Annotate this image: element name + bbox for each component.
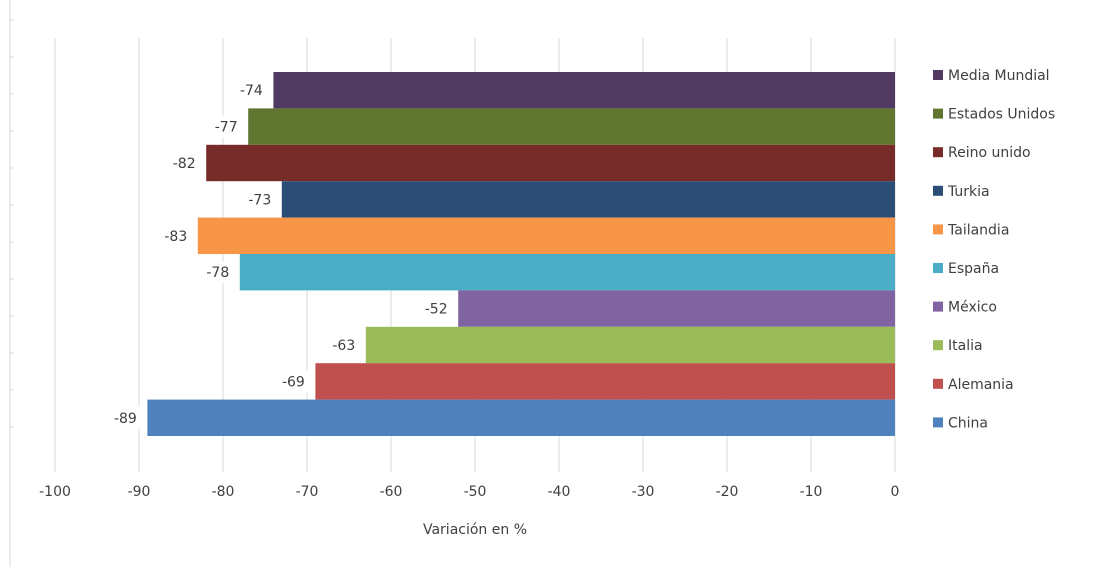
legend-swatch xyxy=(933,301,943,312)
x-tick-label: -100 xyxy=(39,484,71,500)
data-label-bg xyxy=(105,406,146,429)
data-label: -82 xyxy=(173,156,196,172)
bar xyxy=(239,254,896,291)
x-tick-label: -20 xyxy=(716,484,739,500)
legend-label: Estados Unidos xyxy=(948,107,1055,123)
x-tick-label: -90 xyxy=(128,484,151,500)
x-tick-label: -10 xyxy=(800,484,823,500)
bar xyxy=(197,217,896,254)
data-label-bg xyxy=(197,261,238,284)
legend-label: Italia xyxy=(948,338,983,354)
data-label: -69 xyxy=(282,374,305,390)
data-label: -77 xyxy=(215,120,238,136)
bar xyxy=(281,181,895,218)
legend-label: China xyxy=(948,415,988,431)
data-label-bg xyxy=(155,224,196,247)
bar xyxy=(248,108,895,145)
data-label-bg xyxy=(231,79,272,102)
data-label: -63 xyxy=(332,338,355,354)
legend-swatch xyxy=(933,147,943,158)
legend-swatch xyxy=(933,378,943,389)
legend-label: Reino unido xyxy=(948,145,1031,161)
legend-swatch xyxy=(933,108,943,119)
data-label: -73 xyxy=(248,192,271,208)
legend-swatch xyxy=(933,340,943,351)
data-label-bg xyxy=(206,115,247,138)
legend-label: Media Mundial xyxy=(948,68,1050,84)
data-label: -89 xyxy=(114,411,137,427)
legend-swatch xyxy=(933,185,943,196)
data-label: -74 xyxy=(240,83,263,99)
legend-swatch xyxy=(933,70,943,80)
legend-swatch xyxy=(933,224,943,235)
data-label: -83 xyxy=(164,229,187,245)
data-label-bg xyxy=(239,188,280,211)
data-label-bg xyxy=(273,370,314,393)
bar xyxy=(147,399,895,436)
bar xyxy=(315,363,895,400)
legend-swatch xyxy=(933,263,943,273)
legend-label: Alemania xyxy=(948,377,1014,393)
legend-label: México xyxy=(948,300,997,316)
bar xyxy=(458,290,895,327)
bar xyxy=(365,326,895,364)
x-tick-label: -50 xyxy=(464,484,487,500)
x-tick-label: -80 xyxy=(212,484,235,500)
x-tick-label: -70 xyxy=(296,484,319,500)
bar xyxy=(273,72,895,109)
legend-label: España xyxy=(948,261,999,277)
data-label-bg xyxy=(323,334,364,356)
x-tick-label: -60 xyxy=(380,484,403,500)
bar xyxy=(206,144,895,182)
data-label-bg xyxy=(416,297,457,320)
x-tick-label: -40 xyxy=(548,484,571,500)
legend-swatch xyxy=(933,417,943,428)
x-axis-title: Variación en % xyxy=(423,522,527,538)
data-label: -78 xyxy=(206,265,229,281)
data-label: -52 xyxy=(425,302,448,318)
x-tick-label: 0 xyxy=(891,484,900,500)
legend-label: Turkia xyxy=(947,184,990,200)
legend-label: Tailandia xyxy=(947,222,1009,238)
x-tick-label: -30 xyxy=(632,484,655,500)
data-label-bg xyxy=(164,152,205,174)
